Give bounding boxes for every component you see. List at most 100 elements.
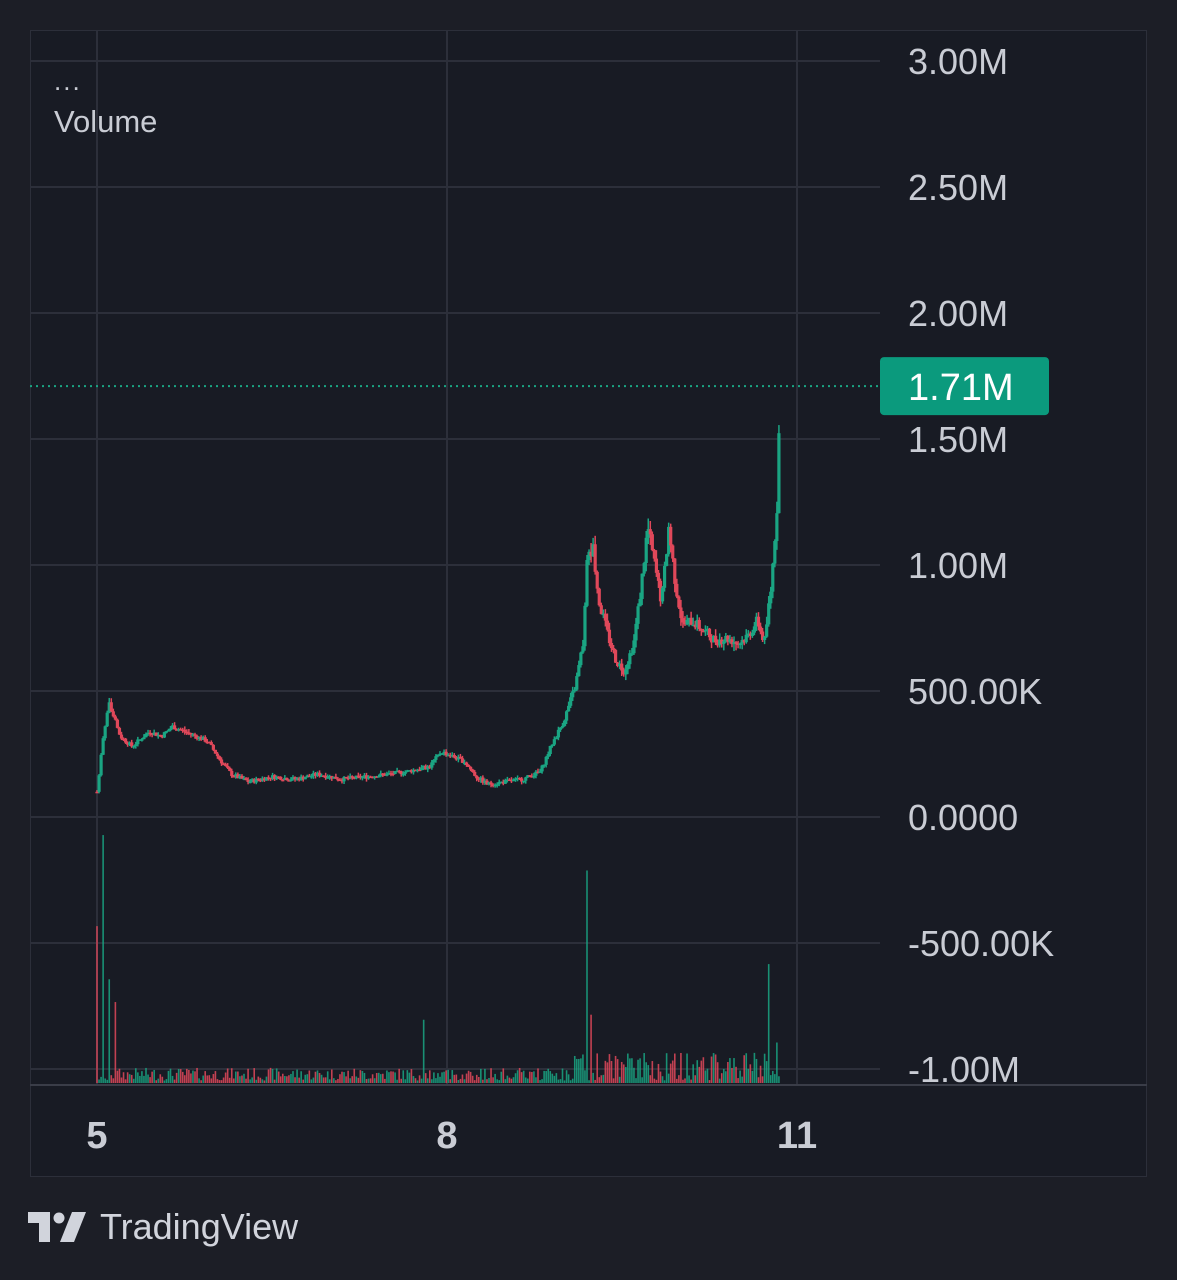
volume-bar (222, 1077, 225, 1083)
candle-body (156, 734, 160, 737)
volume-bar (124, 1079, 127, 1083)
volume-bar (716, 1062, 719, 1083)
grid-lines (30, 30, 1147, 1086)
volume-bar (204, 1071, 207, 1083)
candle-body (593, 544, 597, 572)
y-tick-label: 2.00M (908, 293, 1008, 334)
volume-bar (612, 1078, 615, 1083)
candle-body (415, 769, 420, 772)
candle-body (520, 778, 524, 782)
candle-body (703, 629, 708, 632)
x-axis-ticks: 5 8 11 (86, 1115, 817, 1157)
volume-bar (379, 1074, 382, 1083)
volume-bar (433, 1072, 435, 1083)
volume-bar (273, 1079, 276, 1083)
candle-body (501, 781, 505, 784)
candle-body (309, 776, 313, 778)
volume-bar (183, 1075, 186, 1083)
volume-bar (471, 1075, 474, 1083)
candle-body (554, 737, 558, 740)
candle-body (646, 529, 650, 538)
candle-body (226, 765, 230, 768)
volume-bar (559, 1079, 562, 1083)
volume-bar (410, 1069, 413, 1083)
tradingview-brand[interactable]: TradingView (28, 1205, 298, 1249)
y-tick-label: -500.00K (908, 923, 1054, 964)
candle-body (756, 616, 761, 627)
candle-body (571, 691, 575, 698)
volume-bar (488, 1077, 490, 1083)
last-value-tag: 1.71M (880, 357, 1049, 416)
volume-bar (100, 1076, 102, 1083)
indicator-legend[interactable]: ... Volume (54, 68, 157, 140)
volume-bar (257, 1076, 260, 1083)
volume-bar (106, 1079, 109, 1083)
brand-name: TradingView (100, 1206, 299, 1247)
candle-body (434, 756, 438, 760)
volume-bar (392, 1071, 394, 1083)
volume-bar (516, 1070, 519, 1083)
candle-body (107, 702, 111, 713)
volume-bar (578, 1058, 580, 1083)
candle-body (671, 545, 675, 559)
candle-body (252, 779, 256, 783)
candle-body (389, 773, 393, 775)
volume-bar (310, 1079, 313, 1083)
volume-bar (245, 1078, 247, 1083)
volume-bar (547, 1068, 550, 1083)
candle-body (409, 770, 414, 773)
volume-bar (686, 1053, 688, 1083)
candle-body (595, 571, 599, 589)
volume-bar (722, 1068, 725, 1083)
volume-bar (363, 1072, 366, 1083)
candle-body (207, 742, 211, 744)
candle-body (336, 778, 340, 781)
volume-bar (318, 1073, 321, 1083)
volume-bar (335, 1080, 337, 1083)
volume-bar (710, 1056, 713, 1083)
volume-bar (588, 1080, 590, 1083)
volume-bar (267, 1069, 270, 1083)
candle-body (567, 705, 571, 712)
volume-bar (247, 1068, 249, 1083)
volume-bar (230, 1068, 233, 1083)
candle-body (160, 736, 164, 738)
candle-body (613, 650, 618, 663)
candle-body (123, 738, 128, 743)
volume-bar (216, 1079, 219, 1083)
candle-body (630, 653, 634, 655)
candle-body (724, 635, 728, 642)
legend-menu-icon[interactable]: ... (54, 66, 82, 96)
volume-bar (220, 1080, 223, 1083)
candle-body (693, 624, 697, 628)
volume-bar (373, 1078, 376, 1083)
volume-bar (314, 1071, 317, 1083)
volume-bar (359, 1070, 362, 1083)
volume-bar (139, 1075, 141, 1083)
y-tick-label: 3.00M (908, 41, 1008, 82)
volume-bar (357, 1077, 360, 1083)
candle-body (691, 624, 695, 627)
candle-body (601, 613, 605, 616)
volume-bar (506, 1075, 509, 1083)
candle-body (330, 775, 334, 779)
volume-bar (510, 1078, 513, 1083)
volume-bar (330, 1069, 333, 1083)
candle-body (407, 770, 411, 772)
volume-bar (725, 1071, 727, 1083)
volume-bar (367, 1078, 370, 1083)
candle-body (179, 729, 183, 731)
volume-bar (671, 1060, 674, 1083)
candle-body (183, 729, 187, 732)
candle-body (101, 738, 105, 755)
volume-bar (186, 1068, 188, 1083)
candle-body (193, 734, 197, 736)
volume-bar (545, 1071, 547, 1083)
candle-body (411, 769, 416, 773)
candle-body (436, 754, 440, 757)
volume-bar (171, 1075, 174, 1083)
candle-body (744, 634, 748, 643)
volume-bar (112, 1078, 115, 1083)
candle-body (381, 773, 385, 775)
